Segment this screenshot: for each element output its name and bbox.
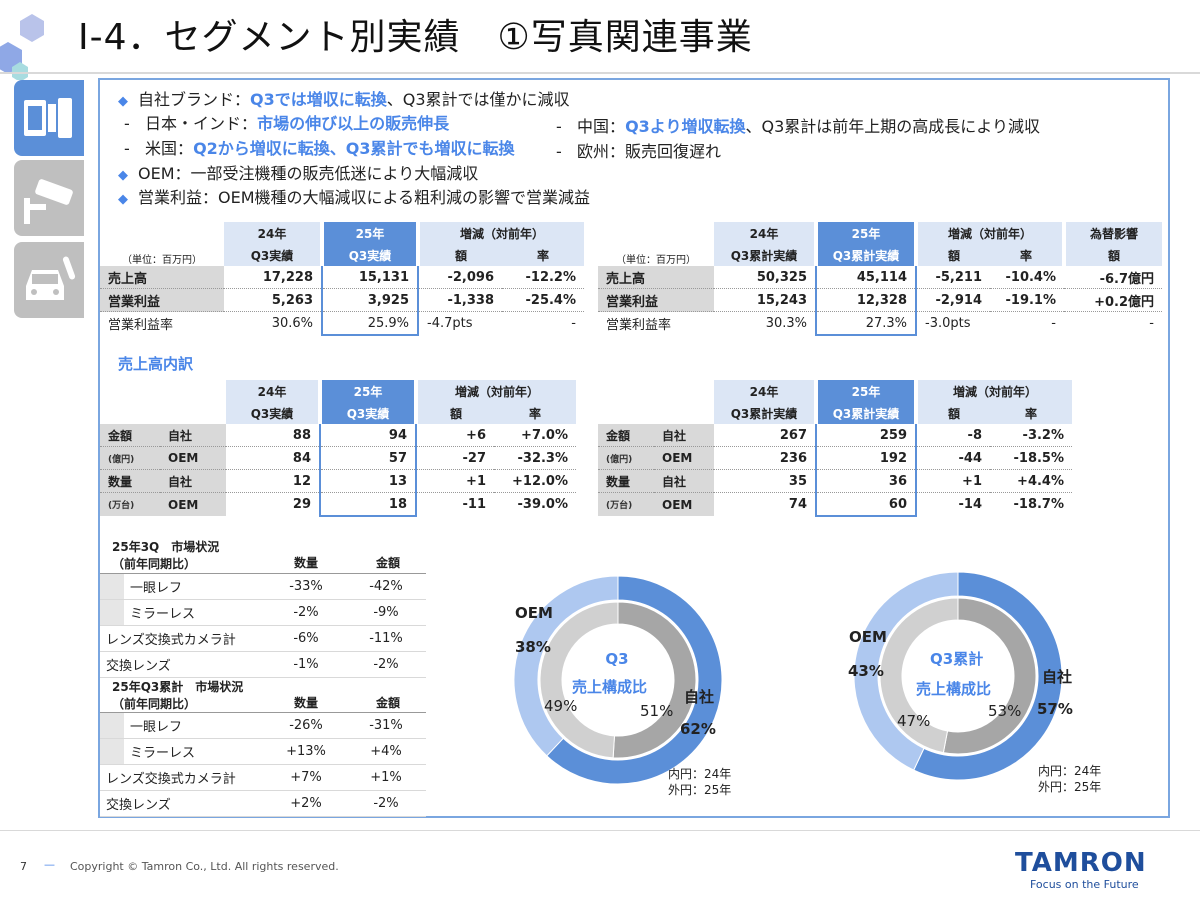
table-row: 売上高 17,228 15,131 -2,096 -12.2%: [100, 266, 584, 289]
inner-slice-oem: [539, 601, 619, 759]
donut-legend-outer: 外円：25年: [1038, 780, 1102, 794]
content-frame: [98, 78, 1170, 818]
inner-slice-oem: [879, 597, 959, 754]
market-q3-title: 25年3Q 市場状況 （前年同期比）: [112, 540, 220, 571]
bullet-europe: - 欧州：販売回復遅れ: [556, 142, 722, 161]
outer-own-label: 自社: [1042, 668, 1073, 686]
security-camera-icon: [24, 179, 73, 224]
q3-results-table: （単位：百万円） 24年 25年 増減（対前年） Q3実績 Q3実績 額 率 売…: [100, 222, 584, 336]
hexagon-decoration: [0, 14, 44, 80]
bullet-us: - 米国：Q2から増収に転換、Q3累計でも増収に転換: [124, 139, 515, 158]
outer-oem-value: 38%: [515, 638, 551, 656]
title-divider: [0, 72, 1200, 74]
table-row: ミラーレス +13% +4%: [100, 738, 426, 765]
table-row: 数量 自社 12 13 +1 +12.0%: [100, 469, 576, 493]
table-row: (万台) OEM 29 18 -11 -39.0%: [100, 492, 576, 517]
page-title: Ⅰ-4．セグメント別実績 ①写真関連事業: [78, 17, 753, 58]
footer-dash: —: [44, 858, 55, 871]
table-row: 売上高 50,325 45,114 -5,211 -10.4% -6.7億円: [598, 266, 1162, 289]
tamron-logo: TAMRON: [1015, 848, 1147, 878]
bullet-oem: ◆ OEM：一部受注機種の販売低迷により大幅減収: [118, 164, 479, 183]
bullet-china: - 中国：Q3より増収転換、Q3累計は前年上期の高成長により減収: [556, 117, 1040, 136]
table-row: レンズ交換式カメラ計 +7% +1%: [100, 764, 426, 791]
market-cum-title: 25年Q3累計 市場状況 （前年同期比）: [112, 680, 244, 711]
inner-slice-own: [612, 601, 697, 759]
table-row: ミラーレス -2% -9%: [100, 599, 426, 626]
bullet-own-brand: ◆ 自社ブランド：Q3では増収に転換、Q3累計では僅かに減収: [118, 90, 570, 109]
outer-slice-own: [913, 571, 1063, 781]
market-q3-col-qty: 数量: [294, 556, 319, 570]
breakdown-cumulative-table: 24年 25年 増減（対前年） Q3累計実績 Q3累計実績 額 率 金額 自社 …: [598, 380, 1072, 517]
outer-own-value: 62%: [680, 720, 716, 738]
diamond-bullet-icon: ◆: [118, 94, 128, 109]
car-icon: [26, 256, 76, 300]
outer-slice-oem: [513, 575, 619, 757]
outer-oem-label: OEM: [515, 604, 553, 622]
lens-icon: [24, 98, 72, 138]
market-cum-col-amt: 金額: [376, 696, 401, 710]
table-row: (億円) OEM 84 57 -27 -32.3%: [100, 446, 576, 470]
donut-title: 売上構成比: [572, 678, 648, 696]
breakdown-title: 売上高内訳: [118, 355, 194, 373]
q3-cumulative-composition-donut: [853, 571, 1063, 781]
tab-lens[interactable]: [14, 80, 84, 156]
table-row: 金額 自社 88 94 +6 +7.0%: [100, 424, 576, 447]
q3-composition-donut: [513, 575, 723, 785]
table-row: (億円) OEM 236 192 -44 -18.5%: [598, 446, 1072, 470]
outer-oem-value: 43%: [848, 662, 884, 680]
table-row: 交換レンズ +2% -2%: [100, 790, 426, 817]
bullet-operating-profit: ◆ 営業利益：OEM機種の大幅減収による粗利減の影響で営業減益: [118, 188, 591, 207]
market-q3-table: 一眼レフ -33% -42% ミラーレス -2% -9% レンズ交換式カメラ計 -6% -1…: [100, 573, 426, 678]
outer-slice-own: [546, 575, 723, 785]
donut-legend-outer: 外円：25年: [668, 783, 732, 797]
tab-surveillance[interactable]: [14, 160, 84, 236]
market-cum-table: 一眼レフ -26% -31% ミラーレス +13% +4% レンズ交換式カメラ計 +7% +…: [100, 712, 426, 817]
table-row: 交換レンズ -1% -2%: [100, 651, 426, 678]
page-number: 7: [20, 860, 27, 873]
table-row: 数量 自社 35 36 +1 +4.4%: [598, 469, 1072, 493]
tagline: Focus on the Future: [1030, 878, 1139, 891]
table-row: (万台) OEM 74 60 -14 -18.7%: [598, 492, 1072, 517]
table-row: 営業利益率 30.3% 27.3% -3.0pts - -: [598, 311, 1162, 336]
inner-slice-own: [942, 597, 1037, 755]
outer-slice-oem: [853, 571, 959, 771]
table-row: 営業利益 15,243 12,328 -2,914 -19.1% +0.2億円: [598, 288, 1162, 312]
copyright: Copyright © Tamron Co., Ltd. All rights …: [70, 860, 339, 873]
donut-legend-inner: 内円：24年: [1038, 764, 1102, 778]
inner-own-value: 51%: [640, 702, 674, 720]
footer-divider: [0, 830, 1200, 831]
market-cum-col-qty: 数量: [294, 696, 319, 710]
q3-cumulative-table: （単位：百万円） 24年 25年 増減（対前年） 為替影響 Q3累計実績 Q3累…: [598, 222, 1162, 336]
bullet-japan-india: - 日本・インド：市場の伸び以上の販売伸長: [124, 114, 450, 133]
outer-own-value: 57%: [1037, 700, 1073, 718]
tab-automotive[interactable]: [14, 242, 84, 318]
diamond-bullet-icon: ◆: [118, 168, 128, 183]
table-row: レンズ交換式カメラ計 -6% -11%: [100, 625, 426, 652]
table-row: 一眼レフ -26% -31%: [100, 712, 426, 739]
table-row: 一眼レフ -33% -42%: [100, 573, 426, 600]
outer-oem-label: OEM: [849, 628, 887, 646]
table-row: 営業利益率 30.6% 25.9% -4.7pts -: [100, 311, 584, 336]
inner-oem-value: 47%: [897, 712, 931, 730]
breakdown-q3-table: 24年 25年 増減（対前年） Q3実績 Q3実績 額 率 金額 自社 88 9…: [100, 380, 576, 517]
inner-oem-value: 49%: [544, 697, 578, 715]
table-row: 金額 自社 267 259 -8 -3.2%: [598, 424, 1072, 447]
outer-own-label: 自社: [684, 688, 715, 706]
inner-own-value: 53%: [988, 702, 1022, 720]
table-row: 営業利益 5,263 3,925 -1,338 -25.4%: [100, 288, 584, 312]
donut-title: Q3: [605, 650, 629, 668]
donut-title: 売上構成比: [916, 680, 992, 698]
diamond-bullet-icon: ◆: [118, 192, 128, 207]
donut-title: Q3累計: [930, 650, 984, 668]
market-q3-col-amt: 金額: [376, 556, 401, 570]
donut-legend-inner: 内円：24年: [668, 767, 732, 781]
